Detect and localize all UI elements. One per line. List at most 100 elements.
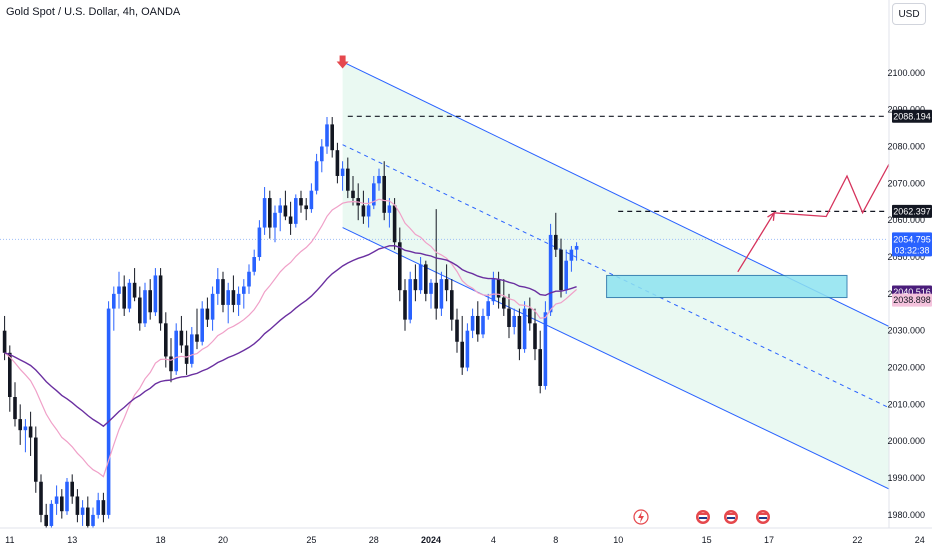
candle-body (122, 286, 126, 309)
lightning-glyph-icon (638, 511, 644, 523)
price-tag-resistance-upper: 2088.194 (893, 111, 931, 121)
candle-body (299, 198, 303, 206)
candle-body (486, 301, 490, 316)
candle-body (460, 341, 464, 368)
x-tick-label: 4 (491, 535, 496, 545)
countdown-timer: 03:32:38 (894, 245, 929, 255)
candle-body (138, 297, 142, 324)
y-tick-label: 2010.000 (887, 399, 925, 409)
down-arrow-icon (336, 55, 349, 69)
candle-body (106, 308, 111, 515)
y-tick-label: 2090.000 (887, 105, 925, 115)
candle-body (39, 481, 43, 515)
y-tick-label: 2050.000 (887, 252, 925, 262)
candle-body (476, 315, 480, 335)
candle-body (179, 330, 184, 346)
x-tick-label: 25 (306, 535, 316, 545)
y-tick-label: 2100.000 (887, 68, 925, 78)
candle-body (377, 175, 381, 184)
flag-canton (759, 517, 767, 519)
ema-fast-line (4, 198, 577, 478)
candle-body (283, 205, 288, 217)
candle-body (153, 275, 158, 313)
candle-body (65, 481, 69, 512)
candle-body (455, 319, 459, 342)
candle-body (340, 168, 345, 176)
candle-body (8, 352, 12, 398)
candle-body (205, 308, 210, 320)
x-tick-label: 15 (702, 535, 712, 545)
y-tick-label: 2070.000 (887, 178, 925, 188)
candle-body (49, 503, 54, 526)
candle-body (304, 205, 308, 210)
candle-body (148, 290, 152, 313)
candle-body (101, 500, 106, 515)
candle-body (70, 481, 74, 497)
candle-body (559, 249, 563, 291)
price-tag-ema-fast-bg (892, 293, 932, 307)
candle-body (169, 356, 173, 372)
candle-body (330, 124, 334, 151)
candle-body (247, 271, 251, 287)
candle-body (174, 330, 178, 372)
demand-zone (606, 274, 848, 299)
candle-body (231, 290, 236, 305)
candle-body (13, 397, 17, 420)
candle-body (252, 257, 256, 272)
candle-body (470, 315, 475, 331)
price-tag-last: 2054.795 (893, 234, 931, 244)
candle-body (387, 205, 392, 213)
candle-body (195, 334, 199, 342)
candle-body (314, 161, 319, 191)
x-tick-label: 17 (764, 535, 774, 545)
candle-body (481, 315, 485, 335)
candle-body (366, 205, 371, 217)
price-tag-last-bg (892, 232, 932, 257)
y-tick-label: 2080.000 (887, 141, 925, 151)
candle-body (351, 190, 355, 199)
y-tick-label: 2060.000 (887, 215, 925, 225)
candle-body (325, 124, 329, 147)
candle-body (112, 293, 116, 309)
candle-body (60, 496, 64, 512)
candle-body (91, 514, 95, 526)
candle-body (190, 334, 194, 364)
candle-body (294, 198, 298, 224)
candle-body (408, 279, 412, 320)
candle-body (418, 264, 423, 291)
price-axis (889, 0, 932, 528)
y-tick-label: 1980.000 (887, 510, 925, 520)
chart-title: Gold Spot / U.S. Dollar, 4h, OANDA (6, 6, 181, 18)
candle-body (34, 437, 38, 482)
candle-body (158, 275, 163, 324)
x-tick-label: 8 (553, 535, 558, 545)
candle-body (528, 308, 532, 324)
candle-body (502, 297, 506, 309)
candle-body (23, 426, 28, 431)
candle-body (288, 216, 293, 224)
candle-body (424, 264, 428, 294)
x-tick-label: 13 (67, 535, 77, 545)
y-tick-label: 1990.000 (887, 473, 925, 483)
candle-body (335, 150, 340, 176)
y-tick-label: 2000.000 (887, 436, 925, 446)
candle-body (361, 205, 366, 217)
flag-canton (727, 517, 735, 519)
candle-body (538, 349, 542, 386)
price-tag-ema-fast: 2038.898 (893, 295, 931, 305)
x-tick-label: 11 (5, 535, 14, 545)
candle-body (574, 245, 579, 250)
currency-selector[interactable]: USD (892, 3, 926, 25)
candle-body (54, 496, 59, 504)
candle-body (533, 323, 537, 350)
candle-body (80, 507, 85, 515)
candle-body (273, 212, 277, 228)
candle-body (382, 175, 386, 213)
candle-body (226, 290, 230, 305)
candle-body (278, 205, 282, 213)
flag-stripe (727, 513, 735, 515)
x-tick-label: 18 (156, 535, 166, 545)
candle-body (496, 279, 501, 298)
price-tag-resistance-lower-bg (892, 204, 932, 218)
